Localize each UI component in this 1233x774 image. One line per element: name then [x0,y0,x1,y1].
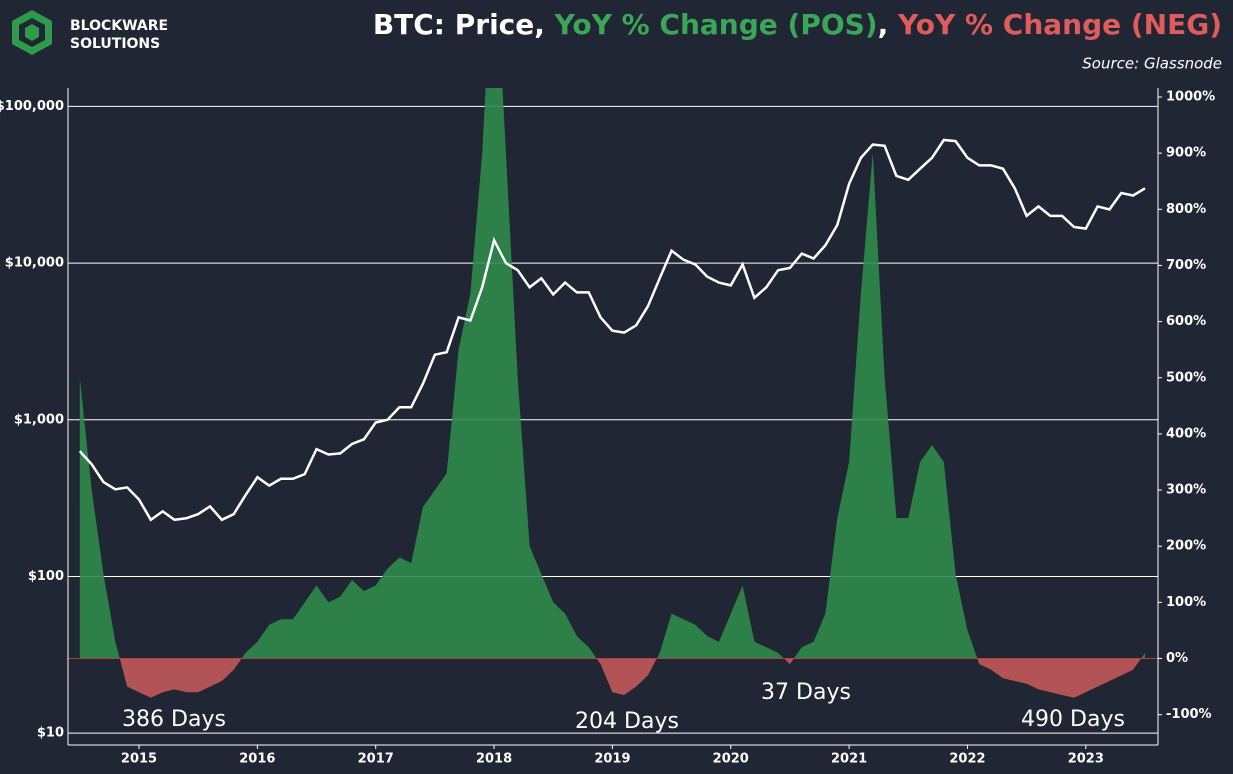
x-tick-label: 2018 [476,752,512,767]
y2-tick-label: 1000% [1166,89,1215,104]
x-tick-label: 2016 [239,752,275,767]
x-tick-label: 2023 [1068,752,1104,767]
plot-area [68,88,1158,698]
y2-tick-label: 300% [1166,483,1206,498]
y2-tick-label: 500% [1166,370,1206,385]
y2-tick-label: 0% [1166,651,1188,666]
x-tick-label: 2020 [713,752,749,767]
chart-subtitle: Source: Glassnode [1082,55,1222,73]
title-part: , [534,8,554,41]
y2-tick-label: 900% [1166,146,1206,161]
y2-tick-label: -100% [1166,707,1212,722]
title-part: , [878,8,898,41]
x-tick-label: 2015 [121,752,157,767]
x-tick-label: 2022 [949,752,985,767]
y-tick-label: $100 [28,569,64,584]
annotation: 490 Days [1021,707,1125,732]
y2-tick-label: 100% [1166,595,1206,610]
x-tick-label: 2017 [358,752,394,767]
yoy-area-negative [119,658,1142,698]
y2-tick-label: 700% [1166,258,1206,273]
y-tick-label: $1,000 [14,412,64,427]
yoy-area-positive [79,88,1145,659]
price-line [78,138,1146,522]
logo-text: SOLUTIONS [70,36,160,52]
x-tick-label: 2021 [831,752,867,767]
y2-tick-label: 600% [1166,314,1206,329]
y-tick-label: $10,000 [5,256,64,271]
title-part: YoY % Change (NEG) [897,8,1222,41]
annotation: 386 Days [122,707,226,732]
y-tick-label: $100,000 [0,99,64,114]
title-part: BTC: Price [373,8,534,41]
annotation: 204 Days [575,709,679,734]
title-part: YoY % Change (POS) [554,8,878,41]
x-tick-label: 2019 [594,752,630,767]
chart-title: BTC: Price, YoY % Change (POS), YoY % Ch… [373,8,1222,41]
annotation: 37 Days [761,680,851,705]
y2-tick-label: 800% [1166,202,1206,217]
logo-text: BLOCKWARE [70,18,168,34]
y2-tick-label: 200% [1166,539,1206,554]
y2-tick-label: 400% [1166,426,1206,441]
y-tick-label: $10 [37,726,64,741]
logo: BLOCKWARE SOLUTIONS [12,10,168,55]
